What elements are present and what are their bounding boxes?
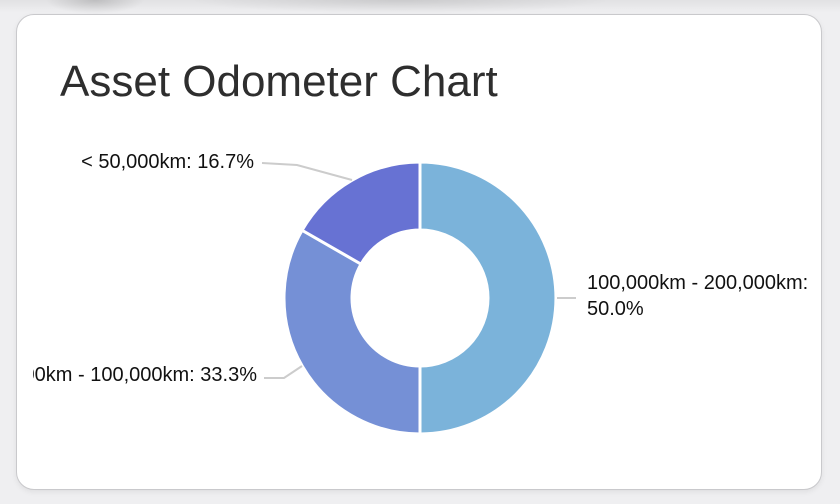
donut-chart: < 50,000km: 16.7% 50,000km - 100,000km: …	[33, 140, 816, 470]
donut-slice-2[interactable]	[300, 160, 422, 266]
slice-label-100k-200k-line2: 50.0%	[587, 298, 644, 320]
slice-label-100k-200k: 100,000km - 200,000km: 50.0%	[587, 270, 808, 322]
slice-label-50k-100k: 50,000km - 100,000km: 33.3%	[33, 364, 257, 386]
top-background-shade	[0, 0, 840, 14]
donut-slice-0[interactable]	[418, 160, 558, 436]
donut-svg	[261, 160, 576, 436]
label-connector-1	[264, 365, 303, 379]
slice-label-100k-200k-line1: 100,000km - 200,000km:	[587, 272, 809, 294]
chart-title: Asset Odometer Chart	[60, 57, 498, 106]
label-connector-0	[261, 162, 353, 181]
slice-label-under-50k: < 50,000km: 16.7%	[81, 151, 254, 173]
donut-slice-1[interactable]	[282, 228, 422, 436]
